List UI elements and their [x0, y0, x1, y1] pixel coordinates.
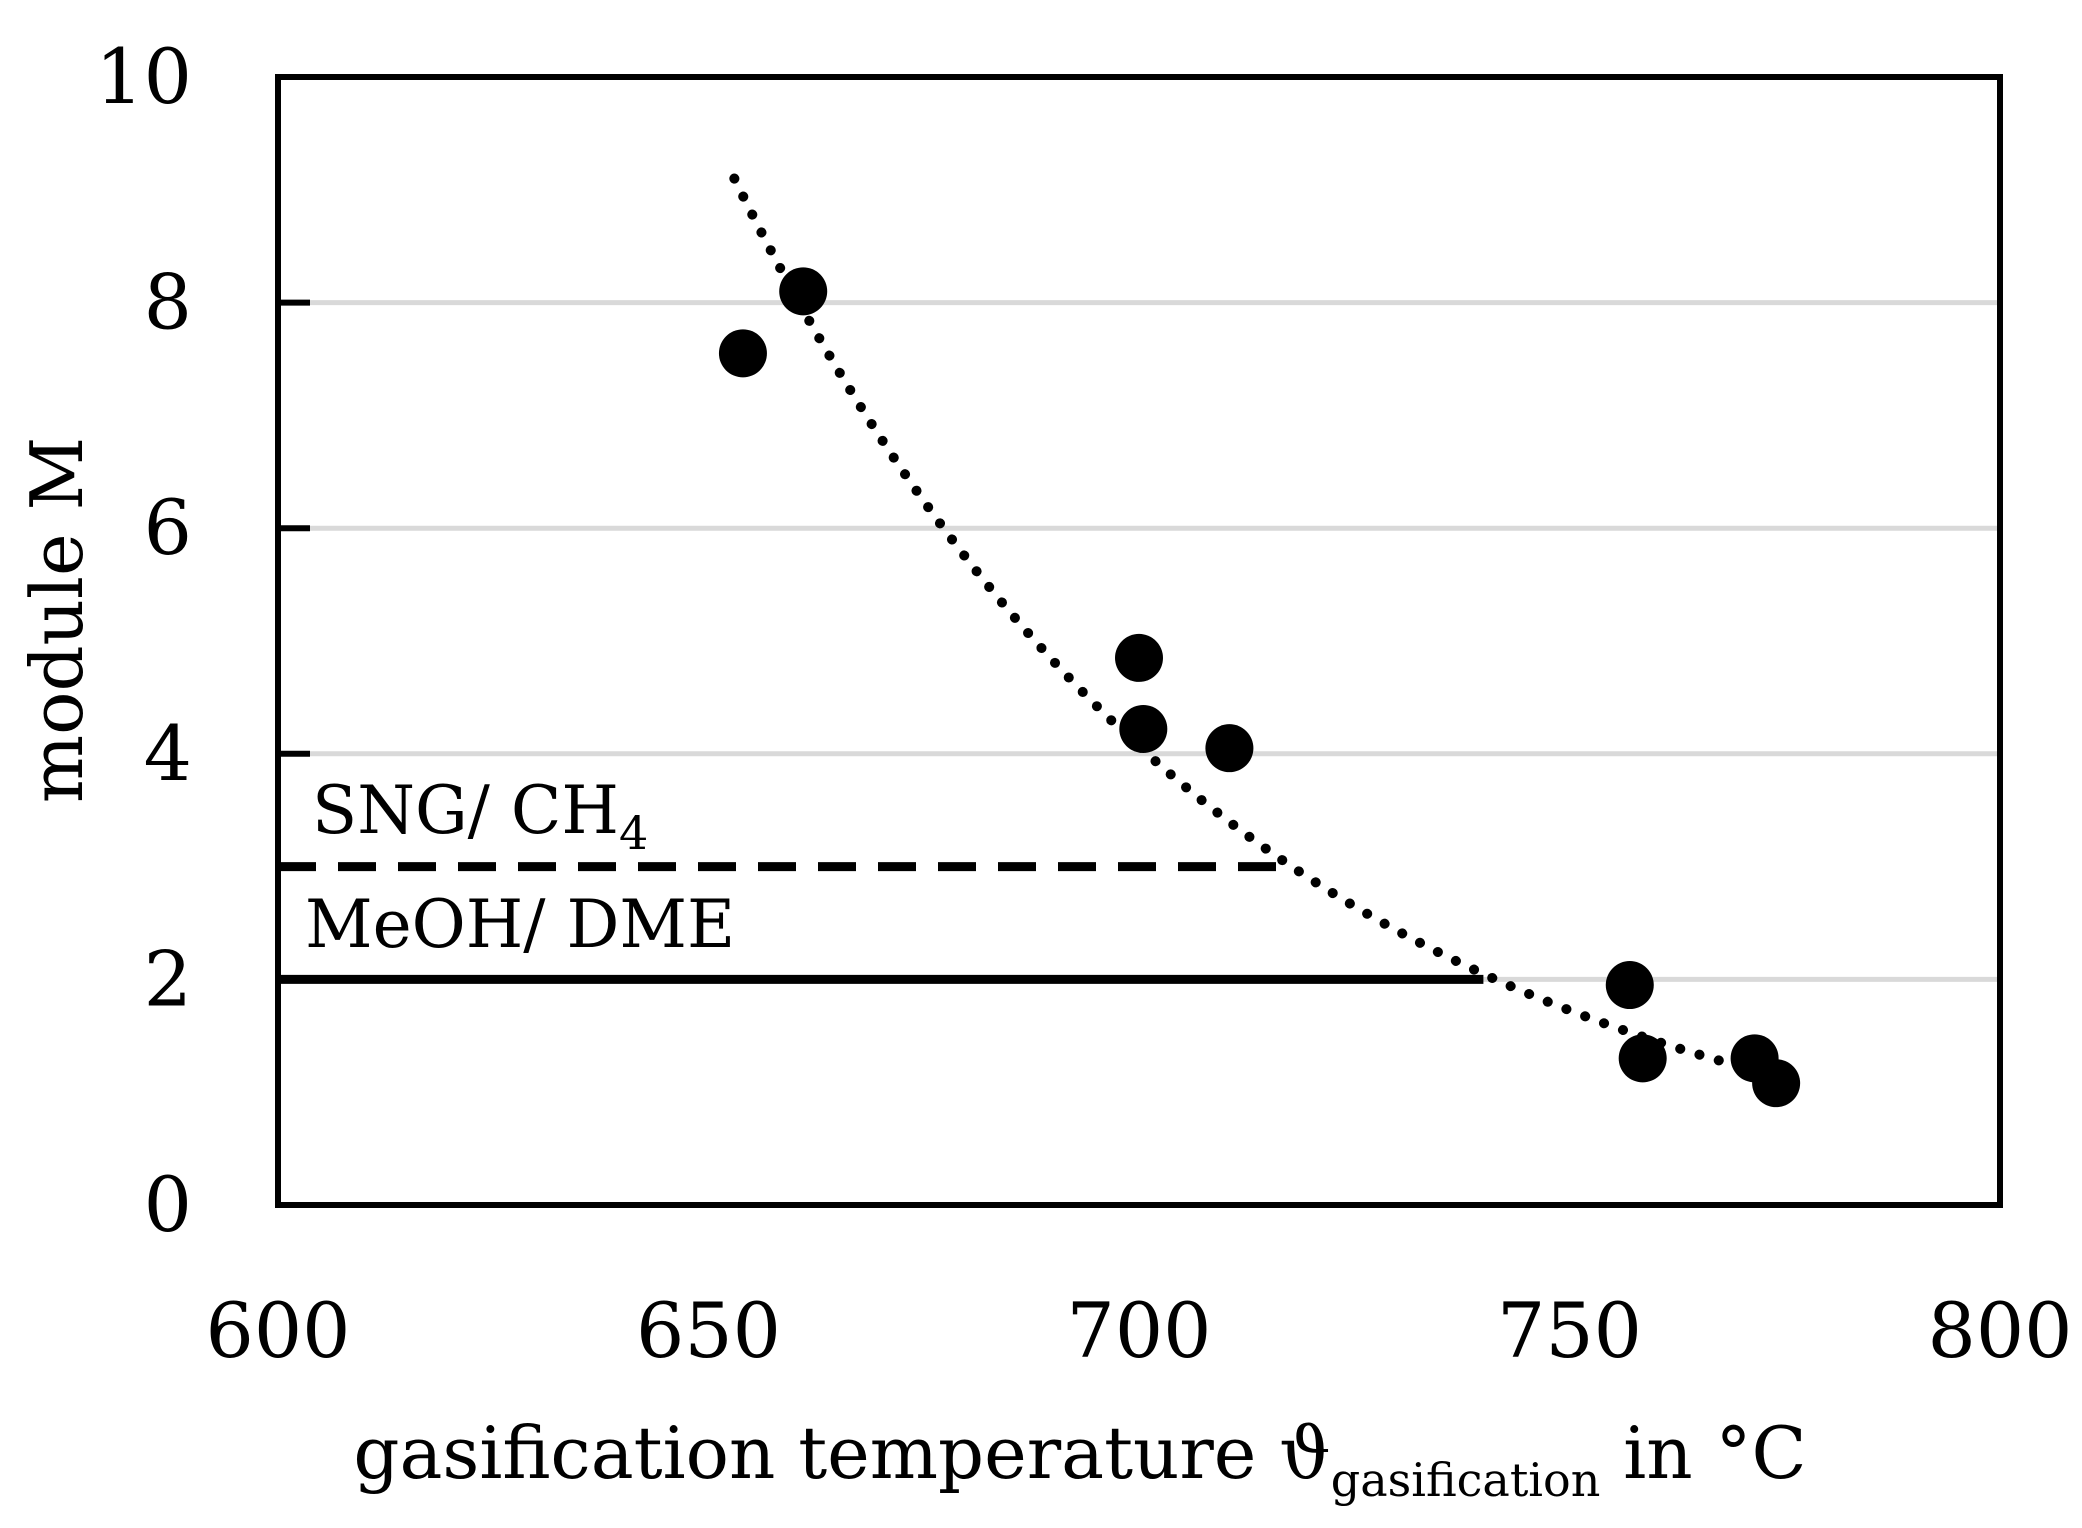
plot-frame [275, 74, 2003, 1208]
reference-lines [278, 862, 1484, 984]
y-tick-label: 2 [144, 934, 192, 1023]
y-axis-label: module M [15, 437, 99, 803]
x-tick-label: 600 [205, 1286, 350, 1375]
trendline-path [729, 173, 1756, 1075]
x-tick-label: 750 [1497, 1286, 1642, 1375]
sng-label: SNG/ CH4 [312, 772, 648, 860]
meoh-label: MeOH/ DME [305, 886, 735, 963]
data-point [1205, 724, 1254, 773]
y-tick-label: 6 [144, 483, 192, 572]
data-point [779, 267, 828, 316]
data-points [718, 267, 1801, 1108]
data-point [1752, 1059, 1801, 1108]
x-tick-label: 650 [636, 1286, 781, 1375]
y-tick-label: 0 [144, 1160, 192, 1249]
x-axis-label-suffix: in °C [1600, 1411, 1806, 1495]
data-point [1119, 704, 1168, 753]
y-tick-label: 4 [144, 709, 192, 798]
annotations: SNG/ CH4 MeOH/ DME [305, 772, 735, 963]
y-tick-label: 10 [95, 32, 192, 121]
data-point [1618, 1034, 1667, 1083]
data-point [1115, 633, 1163, 682]
y-tick-label: 8 [144, 258, 192, 347]
tick-labels: 0 2 4 6 8 10 600 650 700 750 800 [95, 32, 2072, 1375]
x-tick-label: 700 [1066, 1286, 1211, 1375]
axis-ticks [278, 299, 310, 983]
x-axis-label-main: gasification temperature ϑ [353, 1411, 1330, 1495]
x-tick-label: 800 [1927, 1286, 2072, 1375]
data-point [1605, 961, 1654, 1010]
trendline [729, 173, 1756, 1075]
x-axis-label: gasification temperature ϑgasification i… [353, 1411, 1806, 1507]
x-axis-label-subscript: gasification [1331, 1453, 1601, 1507]
data-point [718, 329, 767, 378]
